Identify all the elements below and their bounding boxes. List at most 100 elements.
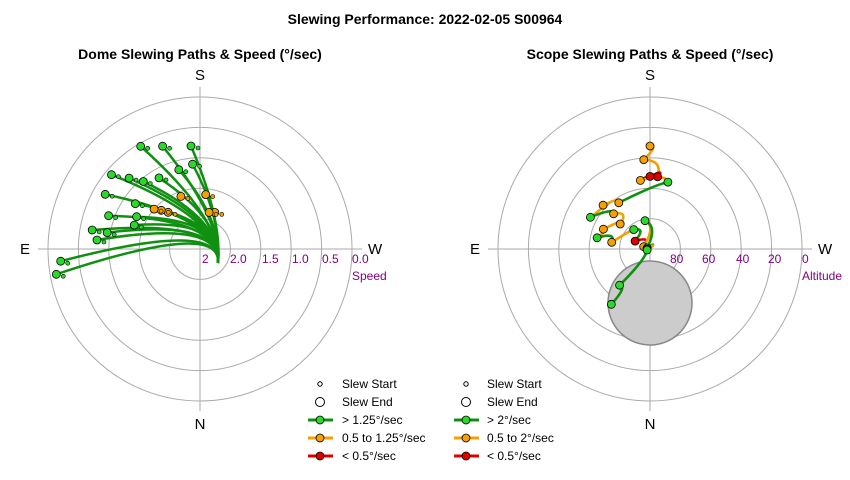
dome-slew-end-point	[204, 207, 214, 217]
scope-slew-end-point	[615, 219, 625, 229]
scope-tick-label: 20	[768, 252, 782, 266]
dome-slew-start-point	[60, 273, 66, 279]
dome-slew-start-point	[139, 224, 144, 230]
scope-slew-end-point	[629, 225, 639, 235]
scope-compass-top: S	[645, 67, 655, 84]
scope-slew-end-point	[609, 209, 618, 219]
dome-tick-label: 2	[202, 252, 209, 266]
dome-slew-end-point	[174, 165, 184, 175]
scope-chart: Scope Slewing Paths & Speed (°/sec) S N …	[470, 46, 842, 433]
scope-slew-end-point	[645, 171, 655, 181]
dome-slew-start-point	[195, 145, 201, 151]
zenith-exclusion-disc	[607, 260, 693, 346]
dome-slew-start-point	[109, 194, 115, 199]
dome-slew-end-point	[158, 141, 168, 151]
slew-end-marker	[461, 397, 471, 407]
dome-tick-label: 2.0	[230, 252, 247, 266]
dome-compass-bottom: N	[195, 416, 206, 433]
medium-dot-marker	[315, 433, 325, 443]
dome-legend: Slew Start Slew End > 1.25°/sec 0.5 to 1…	[308, 377, 426, 463]
scope-slew-end-point	[586, 212, 595, 222]
dome-slew-start-point	[167, 145, 172, 151]
dome-slew-start-point	[210, 194, 215, 199]
scope-radial-ticks: 80 60 40 20 0 Altitude	[670, 252, 842, 283]
dome-radial-ticks: 2 2.0 1.5 1.0 0.5 0.0 Speed	[202, 252, 387, 283]
scope-axis-label: Altitude	[802, 269, 842, 283]
dome-slew-end-point	[149, 204, 159, 214]
dome-slew-end-point	[100, 189, 110, 199]
legend-slew-start: Slew Start	[342, 377, 397, 391]
dome-slew-end-point	[154, 173, 164, 183]
legend-fast: > 2°/sec	[487, 413, 531, 427]
scope-slew-end-point	[599, 224, 608, 234]
dome-slew-start-point	[145, 146, 150, 151]
dome-slew-start-point	[116, 174, 121, 179]
dome-chart: Dome Slewing Paths & Speed (°/sec) S N E…	[20, 46, 387, 433]
scope-legend: Slew Start Slew End > 2°/sec 0.5 to 2°/s…	[454, 377, 554, 463]
dome-slew-end-point	[92, 235, 102, 245]
dome-compass-right: W	[368, 241, 383, 258]
dome-slew-path	[55, 242, 220, 276]
dome-slew-end-point	[51, 269, 61, 279]
fast-dot-marker	[461, 415, 471, 425]
dome-slew-end-point	[124, 173, 134, 183]
dome-polar-grid	[38, 87, 362, 411]
scope-slew-path	[618, 180, 669, 204]
dome-tick-label: 0.5	[322, 252, 339, 266]
dome-slew-end-point	[201, 190, 211, 200]
scope-slew-end-point	[630, 236, 640, 246]
dome-axis-label: Speed	[352, 269, 387, 283]
dome-slew-start-point	[158, 208, 164, 214]
scope-slew-end-point	[615, 280, 624, 290]
legend-medium: 0.5 to 2°/sec	[487, 431, 554, 445]
dome-slew-end-point	[136, 141, 146, 151]
scope-slew-end-point	[592, 233, 602, 243]
dome-slew-start-point	[213, 212, 219, 217]
dome-slew-end-point	[188, 159, 198, 169]
dome-slew-end-point	[130, 199, 140, 209]
dome-tick-label: 1.0	[292, 252, 309, 266]
dome-slew-start-point	[166, 210, 171, 215]
dome-slew-start-point	[197, 163, 202, 169]
dome-slew-end-point	[138, 177, 148, 186]
scope-tick-label: 80	[670, 252, 684, 266]
dome-slew-paths	[55, 145, 220, 276]
slow-dot-marker	[315, 451, 325, 461]
dome-slew-start-point	[133, 177, 139, 183]
dome-slew-end-point	[87, 225, 97, 235]
legend-slew-start: Slew Start	[487, 377, 542, 391]
dome-slew-end-point	[132, 212, 142, 222]
dome-slew-end-point	[176, 191, 186, 201]
scope-slew-end-point	[653, 172, 662, 182]
dome-slew-start-point	[65, 260, 70, 266]
slew-end-marker	[315, 397, 325, 407]
dome-slew-start-point	[141, 216, 146, 221]
dome-tick-label: 1.5	[262, 252, 279, 266]
scope-slew-points	[586, 141, 673, 309]
scope-slew-end-point	[606, 299, 616, 309]
scope-slew-end-point	[607, 237, 617, 247]
dome-compass-left: E	[20, 241, 30, 258]
dome-slew-start-point	[113, 215, 118, 220]
scope-slew-end-point	[614, 198, 624, 208]
fast-dot-marker	[315, 415, 325, 425]
dome-slew-start-point	[183, 169, 189, 174]
dome-slew-points	[51, 141, 225, 279]
slew-start-marker	[463, 381, 469, 387]
dome-slew-start-point	[172, 212, 178, 217]
figure-title: Slewing Performance: 2022-02-05 S00964	[288, 11, 563, 27]
scope-tick-label: 60	[702, 252, 716, 266]
dome-slew-start-point	[101, 239, 107, 245]
scope-slew-end-point	[640, 216, 650, 226]
dome-slew-start-point	[148, 181, 153, 186]
dome-slew-end-point	[107, 170, 116, 180]
dome-slew-end-point	[56, 256, 66, 266]
scope-compass-right: W	[818, 241, 833, 258]
dome-slew-start-point	[163, 177, 169, 183]
scope-slew-end-point	[663, 177, 673, 187]
scope-slew-end-point	[636, 175, 645, 185]
scope-tick-label: 40	[736, 252, 750, 266]
dome-slew-end-point	[102, 228, 112, 238]
dome-slew-end-point	[129, 220, 139, 230]
scope-tick-label: 0	[802, 252, 809, 266]
